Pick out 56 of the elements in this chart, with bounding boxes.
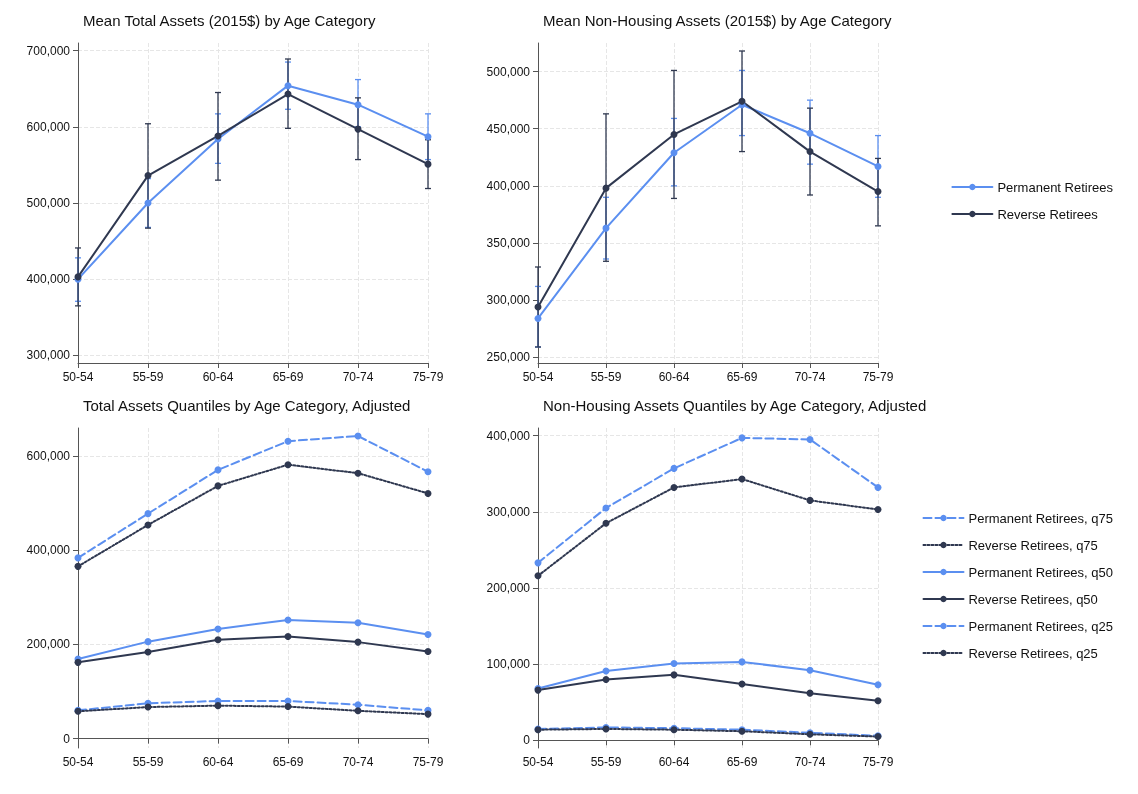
y-tick-label: 600,000 [26,119,71,134]
legend-label: Reverse Retirees [997,206,1099,222]
x-tick-label: 55-59 [590,370,622,384]
y-tick-label: 0 [63,731,71,746]
x-tick-label: 75-79 [862,370,894,384]
legend-label: Permanent Retirees, q25 [968,618,1114,634]
x-tick-label: 65-69 [726,755,758,769]
x-tick-label: 60-64 [202,755,234,769]
x-tick-label: 50-54 [522,755,554,769]
y-tick-label: 700,000 [26,43,71,58]
y-tick-label: 200,000 [486,581,531,595]
y-tick-label: 500,000 [26,196,71,210]
chart-title: Mean Non-Housing Assets (2015$) by Age Category [543,12,893,29]
y-tick-label: 0 [523,733,531,748]
x-tick-label: 70-74 [342,370,374,384]
legend-label: Reverse Retirees, q25 [968,645,1098,661]
y-tick-label: 200,000 [26,637,71,652]
y-tick-label: 100,000 [486,657,531,672]
y-tick-label: 300,000 [26,348,71,363]
chart-title: Non-Housing Assets Quantiles by Age Category, Adjusted [543,397,927,414]
y-tick-label: 400,000 [486,178,531,193]
x-tick-label: 70-74 [794,370,826,384]
x-tick-label: 70-74 [794,755,826,769]
x-tick-label: 50-54 [522,370,554,384]
x-tick-label: 55-59 [132,755,164,769]
y-tick-label: 400,000 [26,543,71,558]
x-tick-label: 75-79 [412,370,444,384]
x-tick-label: 60-64 [658,370,690,384]
x-tick-label: 55-59 [132,370,164,384]
x-tick-label: 65-69 [726,370,758,384]
legend-label: Reverse Retirees, q50 [968,591,1098,607]
y-tick-label: 600,000 [26,449,71,464]
x-tick-label: 60-64 [202,370,234,384]
x-tick-label: 75-79 [862,755,894,769]
y-tick-label: 500,000 [486,64,531,79]
x-tick-label: 70-74 [342,755,374,769]
y-tick-label: 250,000 [486,350,531,365]
chart-title: Mean Total Assets (2015$) by Age Category [83,12,376,29]
legend-label: Permanent Retirees [997,179,1114,195]
y-tick-label: 300,000 [486,504,531,519]
x-tick-label: 65-69 [272,755,304,769]
x-tick-label: 50-54 [62,755,94,769]
y-tick-label: 300,000 [486,293,531,308]
y-tick-label: 350,000 [486,236,531,250]
x-tick-label: 65-69 [272,370,304,384]
y-tick-label: 450,000 [486,121,531,136]
x-tick-label: 75-79 [412,755,444,769]
legend-label: Reverse Retirees, q75 [968,537,1098,553]
legend-label: Permanent Retirees, q75 [968,510,1114,526]
x-tick-label: 60-64 [658,755,690,769]
chart-title: Total Assets Quantiles by Age Category, Adjusted [83,397,411,414]
x-tick-label: 50-54 [62,370,94,384]
x-tick-label: 55-59 [590,755,622,769]
y-tick-label: 400,000 [26,272,71,287]
y-tick-label: 400,000 [486,428,531,443]
legend-label: Permanent Retirees, q50 [968,564,1114,580]
